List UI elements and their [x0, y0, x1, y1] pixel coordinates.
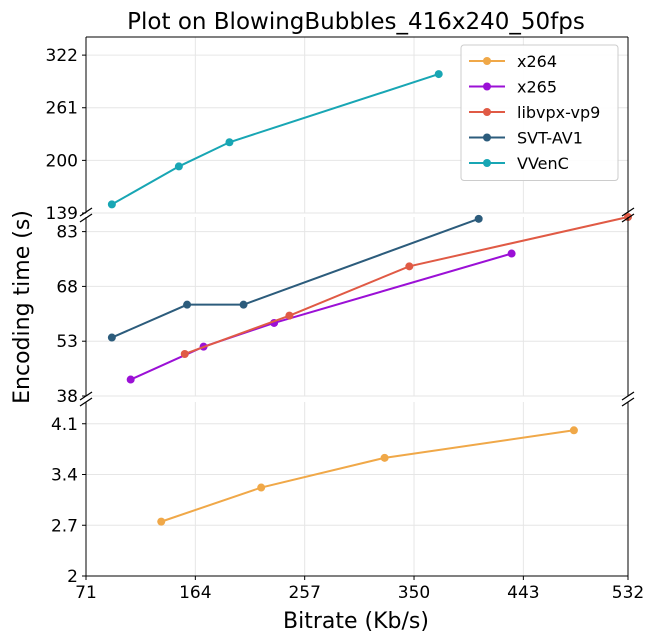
legend-swatch-marker [483, 159, 491, 167]
axis-break-mark [79, 207, 93, 217]
data-point-x264 [380, 453, 389, 462]
data-point-vvenc [174, 162, 183, 171]
series-line-svt-av1 [111, 217, 480, 339]
data-point-libvpx-vp9 [180, 349, 189, 358]
data-point-svt-av1 [107, 333, 116, 342]
y-tick-label: 2 [67, 567, 78, 587]
axes-frame [79, 36, 635, 580]
legend-swatch-marker [483, 133, 491, 142]
axis-break-mark [79, 213, 93, 223]
y-tick-label: 139 [46, 204, 78, 224]
y-tick-label: 53 [56, 332, 78, 352]
legend-entry-label: VVenC [517, 154, 569, 173]
y-tick-label: 3.4 [51, 466, 78, 486]
data-point-svt-av1 [474, 214, 483, 223]
legend-entry-label: libvpx-vp9 [517, 103, 600, 122]
data-point-vvenc [434, 70, 443, 79]
y-tick-label: 4.1 [51, 415, 78, 435]
y-tick-label: 261 [46, 99, 78, 119]
data-point-libvpx-vp9 [285, 311, 294, 320]
axis-break-mark [621, 213, 635, 223]
data-point-x265 [126, 375, 135, 384]
x-axis-label: Bitrate (Kb/s) [283, 609, 429, 634]
data-point-vvenc [225, 138, 234, 147]
data-point-libvpx-vp9 [405, 262, 414, 271]
y-tick-label: 68 [56, 277, 78, 297]
x-tick-label: 532 [612, 583, 644, 603]
axis-break-mark [79, 391, 93, 401]
legend-entry-label: x264 [517, 52, 557, 71]
x-tick-label: 71 [75, 583, 97, 603]
tick-labels: 139 200 261 322 38 53 68 83 2 2.7 3.4 4.1 71 164 257 35… [46, 46, 645, 603]
x-tick-label: 257 [288, 583, 320, 603]
data-point-x264 [257, 483, 266, 492]
legend: x264 x265 libvpx-vp9 SVT-AV1 VVenC [460, 44, 619, 181]
data-point-x265 [507, 249, 516, 258]
legend-swatch-marker [483, 108, 491, 116]
y-tick-label: 38 [56, 387, 78, 407]
axis-break-mark [79, 397, 93, 407]
y-axis-label: Encoding time (s) [10, 210, 35, 404]
x-tick-label: 350 [398, 583, 430, 603]
series-line-libvpx-vp9 [184, 216, 629, 355]
y-tick-label: 2.7 [51, 516, 78, 536]
x-tick-label: 164 [179, 583, 211, 603]
series-line-vvenc [111, 73, 440, 206]
data-point-vvenc [107, 200, 116, 209]
data-point-x264 [157, 517, 166, 526]
legend-entry-label: x265 [517, 78, 557, 97]
y-tick-label: 322 [46, 46, 78, 66]
legend-box [460, 44, 619, 181]
series-layer [107, 70, 632, 526]
y-tick-label: 83 [56, 223, 78, 243]
data-point-svt-av1 [183, 300, 192, 309]
axis-break-mark [621, 397, 635, 407]
axis-break-mark [621, 207, 635, 217]
data-point-x264 [569, 426, 578, 435]
legend-entry-label: SVT-AV1 [517, 129, 583, 148]
x-tick-label: 443 [507, 583, 539, 603]
series-line-x265 [130, 252, 512, 381]
data-point-svt-av1 [239, 300, 248, 309]
axis-break-mark [621, 391, 635, 401]
chart-title: Plot on BlowingBubbles_416x240_50fps [127, 9, 585, 35]
legend-swatch-marker [483, 82, 491, 91]
series-line-x264 [160, 429, 575, 523]
legend-swatch-marker [483, 57, 491, 65]
y-tick-label: 200 [46, 151, 78, 171]
